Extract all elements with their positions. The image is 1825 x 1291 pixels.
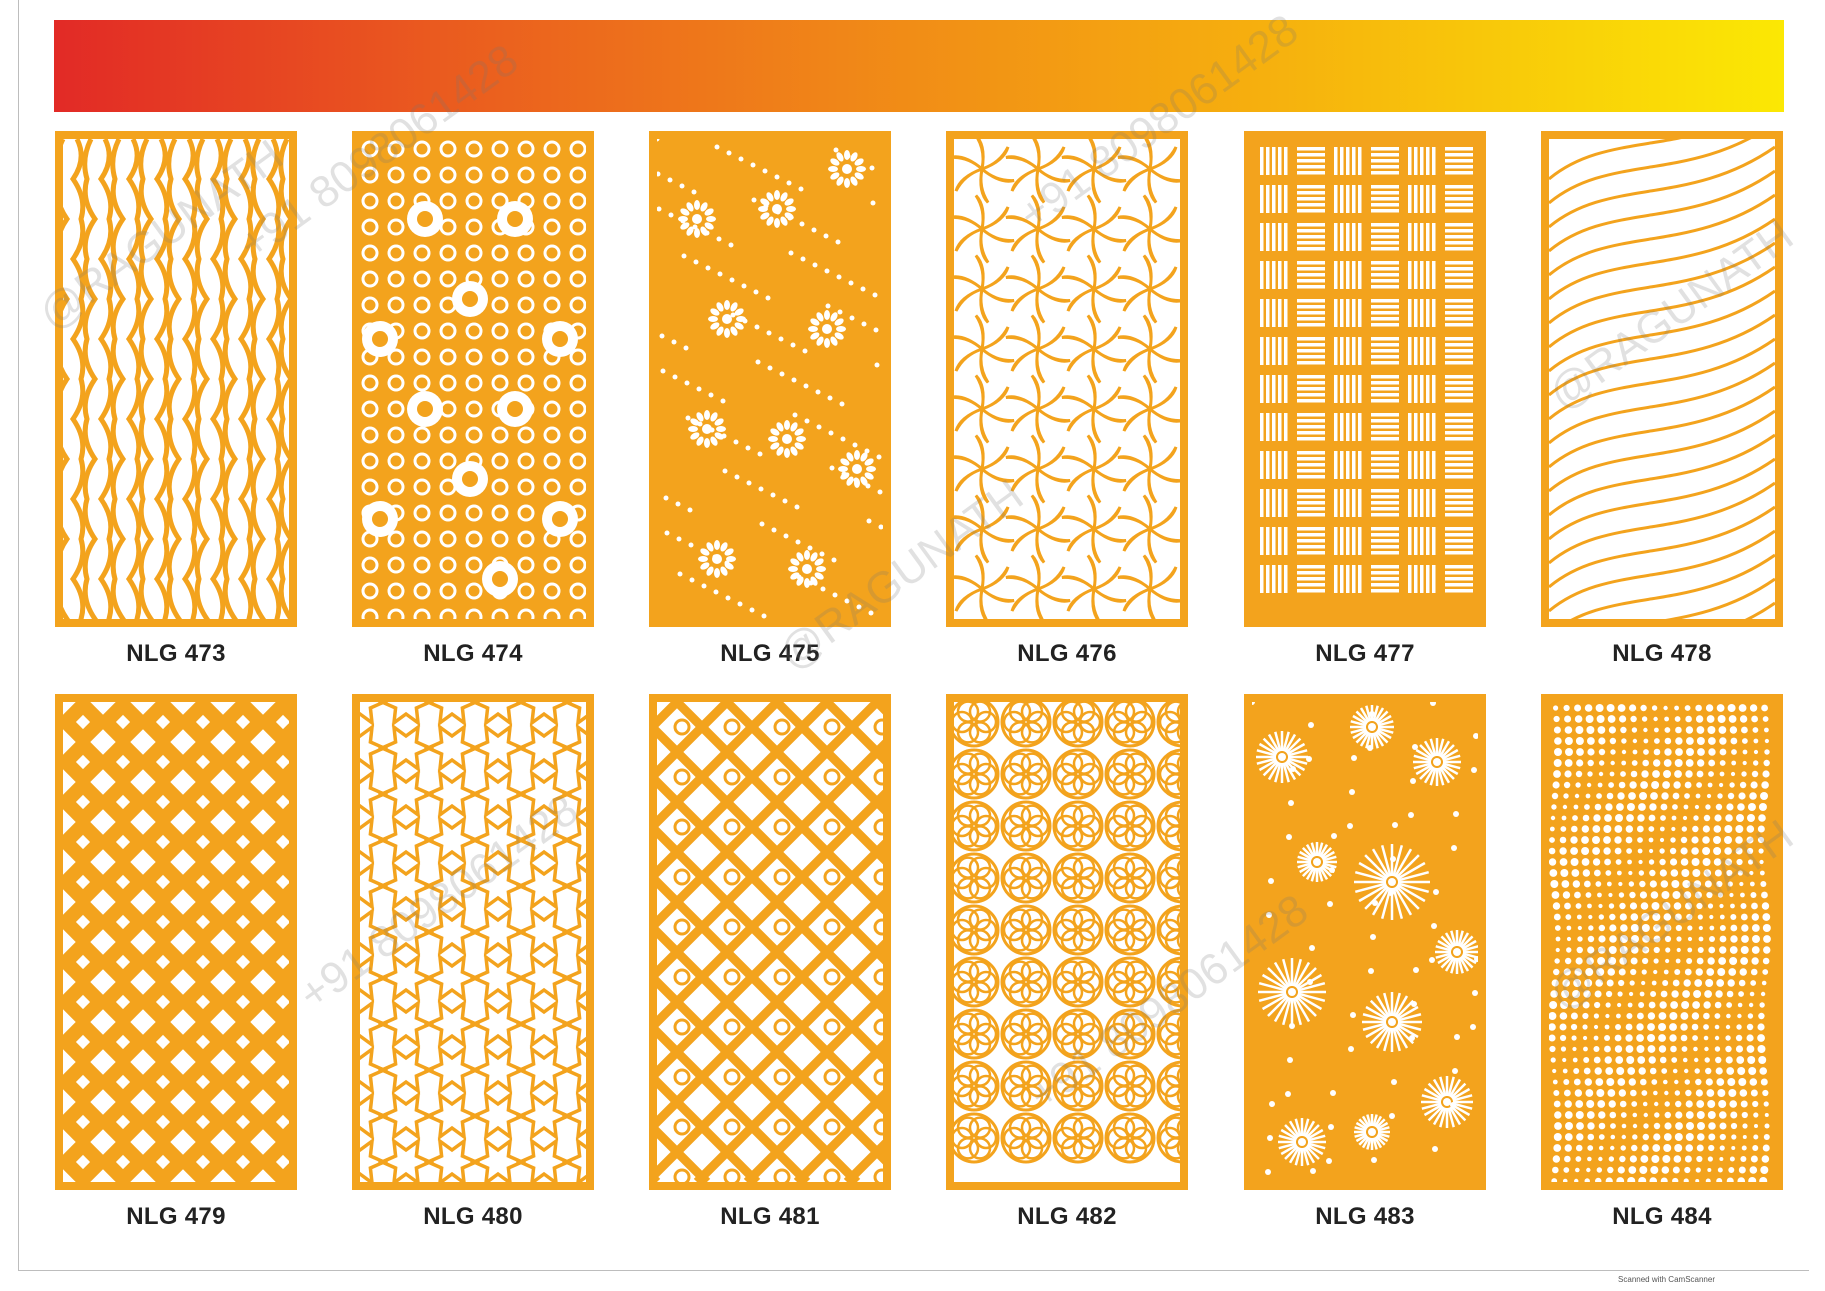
panel-pattern-dot-wave xyxy=(1549,702,1775,1182)
product-panel xyxy=(946,694,1188,1190)
product-panel xyxy=(1541,131,1783,627)
panel-pattern-basket xyxy=(1252,139,1478,619)
product-code-label: NLG 479 xyxy=(126,1203,226,1230)
panel-pattern-flower-circles xyxy=(954,702,1180,1182)
product-panel xyxy=(946,131,1188,627)
product-panel xyxy=(649,694,891,1190)
product-code-label: NLG 478 xyxy=(1612,640,1712,667)
panel-pattern-feather xyxy=(1549,139,1775,619)
panel-pattern-diamond-weave xyxy=(63,702,289,1182)
product-panel xyxy=(352,694,594,1190)
panel-pattern-diagonal-lattice xyxy=(657,702,883,1182)
panel-pattern-flower-dots xyxy=(657,139,883,619)
product-code-label: NLG 480 xyxy=(423,1203,523,1230)
panel-pattern-sunburst xyxy=(1252,702,1478,1182)
product-code-label: NLG 474 xyxy=(423,640,523,667)
page-border xyxy=(18,0,1809,1271)
product-panel xyxy=(55,694,297,1190)
product-panel xyxy=(649,131,891,627)
gradient-banner xyxy=(54,20,1784,112)
panel-pattern-star-lattice xyxy=(360,702,586,1182)
product-code-label: NLG 483 xyxy=(1315,1203,1415,1230)
product-code-label: NLG 475 xyxy=(720,640,820,667)
product-panel xyxy=(55,131,297,627)
product-code-label: NLG 482 xyxy=(1017,1203,1117,1230)
product-panel xyxy=(352,131,594,627)
product-panel xyxy=(1244,694,1486,1190)
product-code-label: NLG 476 xyxy=(1017,640,1117,667)
footer-credit: Scanned with CamScanner xyxy=(1618,1275,1715,1284)
product-code-label: NLG 484 xyxy=(1612,1203,1712,1230)
panel-pattern-pinwheel xyxy=(954,139,1180,619)
panel-pattern-rings xyxy=(360,139,586,619)
product-code-label: NLG 477 xyxy=(1315,640,1415,667)
panel-pattern-waves xyxy=(63,139,289,619)
product-code-label: NLG 473 xyxy=(126,640,226,667)
product-panel xyxy=(1244,131,1486,627)
product-panel xyxy=(1541,694,1783,1190)
product-code-label: NLG 481 xyxy=(720,1203,820,1230)
